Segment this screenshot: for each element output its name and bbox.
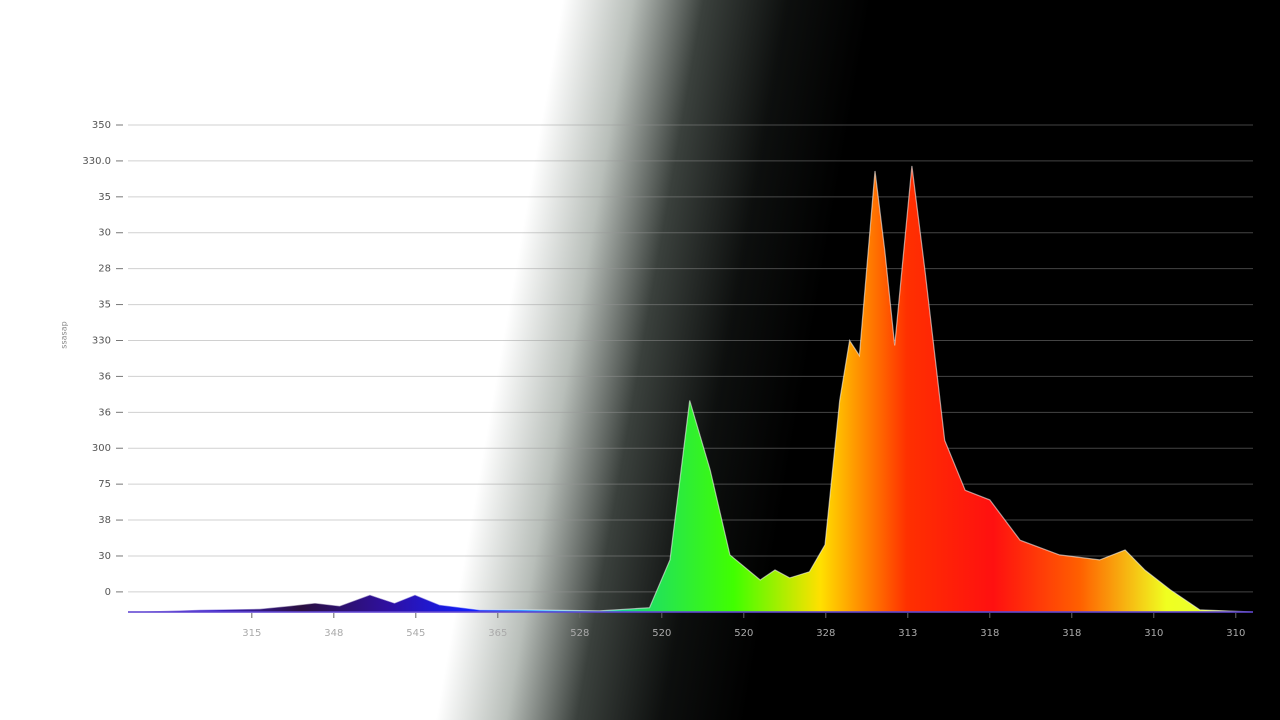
x-tick-label: 528 <box>570 628 589 639</box>
x-tick-label: 545 <box>406 628 425 639</box>
y-tick-label: 330 <box>92 335 111 346</box>
x-tick-label: 520 <box>734 628 753 639</box>
y-tick-label: 38 <box>98 515 111 526</box>
x-tick-label: 348 <box>324 628 343 639</box>
y-tick-label: 36 <box>98 371 111 382</box>
y-tick-label: 28 <box>98 264 111 275</box>
y-tick-label: 35 <box>98 192 111 203</box>
y-tick-label: 30 <box>98 228 111 239</box>
y-axis-label: ssasap <box>60 321 69 348</box>
y-tick-label: 330.0 <box>82 156 111 167</box>
y-tick-label: 350 <box>92 120 111 131</box>
x-tick-label: 318 <box>1062 628 1081 639</box>
y-tick-label: 300 <box>92 443 111 454</box>
spectrum-area <box>127 165 1254 613</box>
x-tick-label: 318 <box>980 628 999 639</box>
x-tick-label: 328 <box>816 628 835 639</box>
x-tick-label: 315 <box>242 628 261 639</box>
x-tick-label: 310 <box>1144 628 1163 639</box>
x-tick-label: 365 <box>488 628 507 639</box>
x-tick-label: 310 <box>1226 628 1245 639</box>
x-tick-label: 313 <box>898 628 917 639</box>
y-tick-label: 75 <box>98 479 111 490</box>
y-tick-label: 0 <box>105 587 111 598</box>
y-tick-label: 36 <box>98 407 111 418</box>
y-tick-label: 35 <box>98 300 111 311</box>
x-tick-label: 520 <box>652 628 671 639</box>
y-tick-label: 30 <box>98 551 111 562</box>
